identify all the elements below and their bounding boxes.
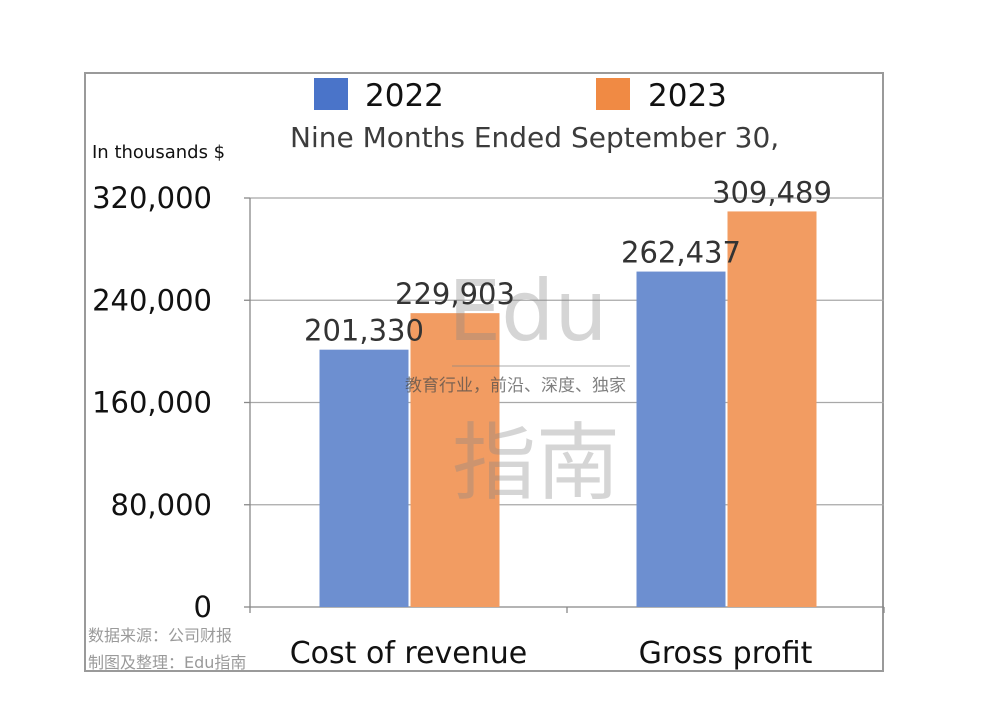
legend-swatch-2022: [314, 78, 348, 110]
legend-swatch-2023: [596, 78, 630, 110]
watermark-slogan: 教育行业，前沿、深度、独家: [405, 376, 626, 396]
watermark-zhinan: 指南: [452, 414, 620, 512]
data-label: 309,489: [712, 175, 832, 209]
data-label: 201,330: [304, 314, 424, 348]
x-axis-ticks: Cost of revenue Gross profit: [290, 636, 813, 671]
bar-2023-1: [727, 211, 817, 607]
x-tick-label: Gross profit: [639, 636, 813, 671]
y-tick-label: 320,000: [92, 181, 212, 215]
x-tick-label: Cost of revenue: [290, 636, 528, 671]
y-tick-label: 0: [194, 590, 212, 624]
watermark: Edu 教育行业，前沿、深度、独家 指南: [405, 262, 630, 512]
y-tick-label: 240,000: [92, 283, 212, 317]
watermark-edu: Edu: [448, 262, 608, 360]
y-tick-label: 80,000: [111, 488, 212, 522]
bar-2022-1: [636, 271, 726, 607]
data-label: 262,437: [621, 236, 741, 270]
legend-label-2022: 2022: [365, 78, 444, 114]
y-tick-label: 160,000: [92, 386, 212, 420]
bars: [319, 211, 817, 607]
y-axis-ticks: 0 80,000 160,000 240,000 320,000: [92, 181, 212, 624]
credit-note: 制图及整理：Edu指南: [88, 653, 246, 672]
bar-2022-0: [319, 349, 409, 607]
unit-label: In thousands $: [92, 142, 225, 163]
legend: 2022 2023: [314, 78, 727, 114]
legend-label-2023: 2023: [648, 78, 727, 114]
data-label: 229,903: [395, 277, 515, 311]
bar-2023-0: [410, 313, 500, 607]
source-note: 数据来源：公司财报: [88, 626, 232, 645]
chart-subtitle: Nine Months Ended September 30,: [290, 121, 779, 154]
